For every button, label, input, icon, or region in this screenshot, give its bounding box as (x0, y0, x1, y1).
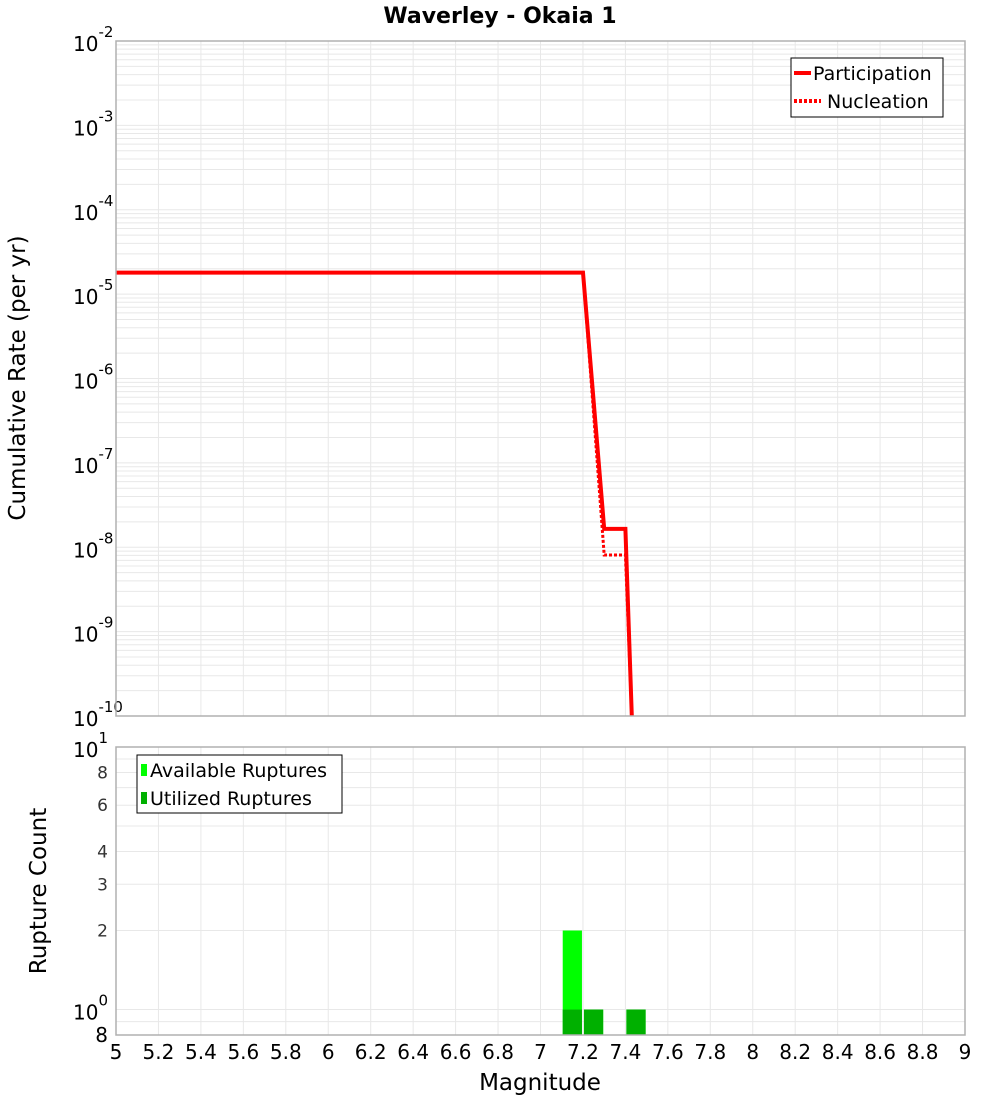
x-tick-label: 5.4 (185, 1040, 217, 1064)
y-minor-tick-label: 2 (97, 922, 108, 942)
x-tick-label: 9 (959, 1040, 972, 1064)
x-tick-label: 5.6 (227, 1040, 259, 1064)
y-tick-label: 10-7 (73, 445, 113, 478)
x-tick-label: 8.8 (907, 1040, 939, 1064)
utilized-ruptures-bar (626, 1010, 645, 1035)
x-tick-label: 7.2 (567, 1040, 599, 1064)
x-tick-label: 5.8 (270, 1040, 302, 1064)
available-ruptures-legend-label: Available Ruptures (150, 760, 327, 782)
x-tick-label: 7.8 (694, 1040, 726, 1064)
top-legend: Participation Nucleation (791, 58, 943, 117)
top-y-axis-label: Cumulative Rate (per yr) (5, 235, 31, 520)
y-tick-label: 10-6 (73, 361, 113, 394)
x-tick-label: 6.8 (482, 1040, 514, 1064)
y-tick-label: 10-9 (73, 614, 113, 647)
y-tick-label: 101 (73, 729, 108, 762)
utilized-ruptures-bar (584, 1010, 603, 1035)
y-bottom-tick-label: 8 (95, 1023, 108, 1047)
participation-legend-label: Participation (813, 63, 932, 85)
utilized-ruptures-legend-label: Utilized Ruptures (150, 788, 312, 810)
chart-figure: Waverley - Okaia 1 10-2 10-3 10-4 10-5 10-6 1… (0, 0, 1000, 1100)
x-tick-label: 7.4 (609, 1040, 641, 1064)
y-tick-label: 10-5 (73, 276, 113, 309)
y-minor-tick-label: 8 (97, 763, 108, 783)
x-tick-label: 7.6 (652, 1040, 684, 1064)
x-tick-label: 7 (534, 1040, 547, 1064)
y-tick-label: 10-3 (73, 107, 113, 140)
chart-title: Waverley - Okaia 1 (383, 4, 616, 29)
y-tick-label: 100 (73, 992, 108, 1025)
x-tick-label: 6.4 (397, 1040, 429, 1064)
x-axis-label: Magnitude (479, 1070, 601, 1096)
x-tick-label: 5.2 (143, 1040, 175, 1064)
nucleation-legend-label: Nucleation (827, 91, 929, 113)
utilized-ruptures-swatch (141, 792, 147, 804)
x-tick-label: 6.6 (440, 1040, 472, 1064)
bottom-y-ticks: 101100864328 (73, 729, 108, 1047)
top-plot: 10-210-310-410-510-610-710-810-910-10 Cu… (5, 23, 965, 731)
x-tick-label: 6.2 (355, 1040, 387, 1064)
x-axis-ticks: 5 5.2 5.4 5.6 5.8 6 6.2 6.4 6.6 6.8 7 7.2 7.4 7.6 7.8 8… (110, 1040, 972, 1064)
top-gridlines (116, 41, 965, 716)
x-tick-label: 8.2 (779, 1040, 811, 1064)
x-tick-label: 8 (746, 1040, 759, 1064)
y-tick-label: 10-2 (73, 23, 113, 56)
bottom-plot: 101100864328 55.25.45.65.866.26.46.66.87… (26, 729, 971, 1096)
y-minor-tick-label: 3 (97, 875, 108, 895)
y-tick-label: 10-4 (73, 192, 113, 225)
x-tick-label: 8.4 (822, 1040, 854, 1064)
x-tick-label: 6 (322, 1040, 335, 1064)
y-minor-tick-label: 6 (97, 796, 108, 816)
x-tick-label: 8.6 (864, 1040, 896, 1064)
x-tick-label: 5 (110, 1040, 123, 1064)
bottom-legend: Available Ruptures Utilized Ruptures (137, 755, 342, 813)
bottom-y-axis-label: Rupture Count (26, 808, 52, 974)
utilized-ruptures-bar (563, 1010, 582, 1035)
y-minor-tick-label: 4 (97, 842, 108, 862)
y-tick-label: 10-8 (73, 529, 113, 562)
available-ruptures-swatch (141, 764, 147, 776)
